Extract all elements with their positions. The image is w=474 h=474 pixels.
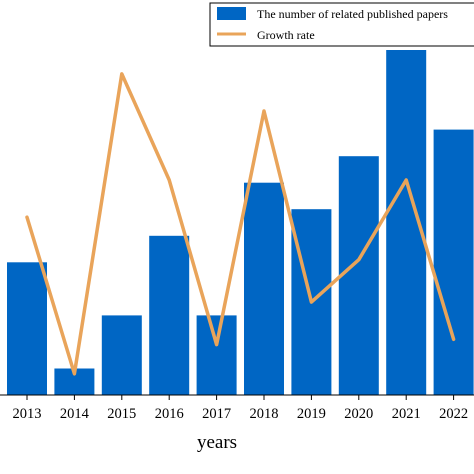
bar-2016: [149, 235, 190, 395]
bar-2013: [7, 262, 47, 395]
x-tick-label-2014: 2014: [60, 406, 90, 422]
x-tick-label-2018: 2018: [250, 406, 279, 422]
growth-rate-line: [25, 72, 456, 376]
bar-2022: [433, 129, 474, 395]
x-tick-label-2021: 2021: [392, 406, 421, 422]
bar-2018: [244, 182, 284, 395]
x-tick-label-2017: 2017: [202, 406, 231, 422]
x-tick-label-2013: 2013: [13, 406, 42, 422]
bar-2015: [101, 315, 142, 395]
x-axis-title: years: [197, 432, 237, 453]
x-tick-label-2015: 2015: [107, 406, 136, 422]
bar-series: [7, 50, 474, 395]
x-axis-ticks: [26, 395, 455, 400]
bar-2020: [338, 156, 379, 395]
x-tick-label-2020: 2020: [344, 406, 373, 422]
legend-line-label: Growth rate: [257, 28, 315, 42]
x-tick-label-2019: 2019: [297, 406, 326, 422]
bar-2017: [196, 315, 237, 395]
legend-bar-swatch: [217, 7, 246, 20]
x-axis-tick-labels: 2013 2014 2015 2016 2017 2018 2019 2020 2021 2022: [13, 406, 469, 422]
legend-bar-label: The number of related published papers: [257, 7, 448, 21]
line-series: [25, 72, 456, 376]
legend: The number of related published papers G…: [209, 2, 474, 47]
x-tick-label-2022: 2022: [439, 406, 468, 422]
x-tick-label-2016: 2016: [155, 406, 184, 422]
legend-box: [209, 2, 474, 47]
